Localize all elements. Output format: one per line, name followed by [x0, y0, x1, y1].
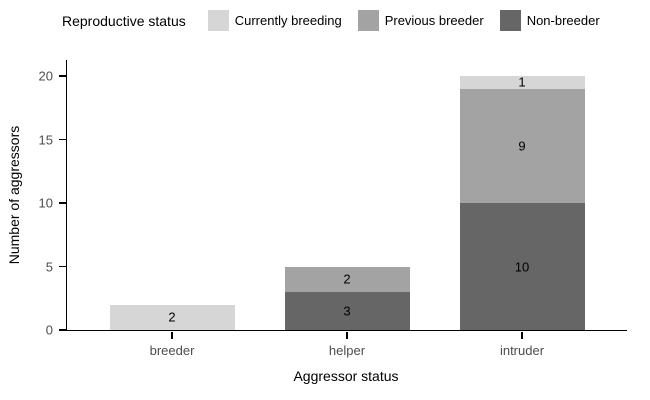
bar-segment-label: 9 — [518, 138, 526, 154]
y-tick-label: 20 — [38, 68, 53, 84]
bar-segment-intruder: 9 — [459, 88, 585, 203]
y-tick-label: 5 — [45, 259, 53, 274]
legend-item: Non-breeder — [499, 10, 600, 31]
x-tick-label: intruder — [499, 343, 545, 358]
legend-item: Previous breeder — [357, 10, 484, 31]
x-tick-label: breeder — [149, 343, 195, 358]
legend-item: Currently breeding — [207, 10, 342, 31]
x-axis-title: Aggressor status — [293, 368, 399, 384]
bar-segment-breeder: 2 — [109, 304, 235, 330]
y-tick-label: 15 — [38, 132, 53, 147]
legend-swatch-1 — [207, 10, 229, 31]
legend-label: Previous breeder — [384, 13, 484, 28]
bar-segment-label: 3 — [343, 303, 351, 319]
legend-title: Reproductive status — [62, 12, 186, 29]
plot-panel: 0 5 10 15 20 2 breeder 3 2 helper 10 9 1 intruder — [39, 60, 627, 358]
y-tick-mark — [58, 138, 66, 141]
legend-label: Currently breeding — [234, 13, 342, 28]
y-tick-mark — [58, 329, 66, 331]
bar-segment-label: 1 — [518, 74, 526, 90]
x-tick-mark — [521, 331, 523, 339]
bar-segment-intruder: 10 — [459, 203, 585, 330]
bar-segment-helper: 2 — [284, 266, 410, 292]
bar-segment-label: 2 — [343, 271, 351, 287]
x-tick-mark — [346, 331, 348, 339]
bar-segment-helper: 3 — [284, 291, 410, 330]
legend-label: Non-breeder — [526, 13, 600, 28]
x-tick-mark — [171, 331, 173, 339]
bar-segment-label: 2 — [168, 309, 176, 325]
x-tick-label: helper — [328, 343, 366, 358]
y-tick-mark — [58, 265, 66, 268]
y-tick-mark — [58, 75, 66, 77]
legend: Reproductive status Currently breeding Pr… — [62, 10, 640, 31]
y-tick-label: 10 — [38, 195, 53, 211]
y-tick-mark — [58, 202, 66, 204]
bar-segment-label: 10 — [514, 259, 530, 274]
legend-swatch-2 — [357, 10, 379, 31]
legend-swatch-3 — [499, 10, 521, 31]
y-tick-label: 0 — [45, 322, 53, 338]
bar-segment-intruder: 1 — [459, 74, 585, 90]
y-axis-title: Number of aggressors — [6, 125, 22, 265]
